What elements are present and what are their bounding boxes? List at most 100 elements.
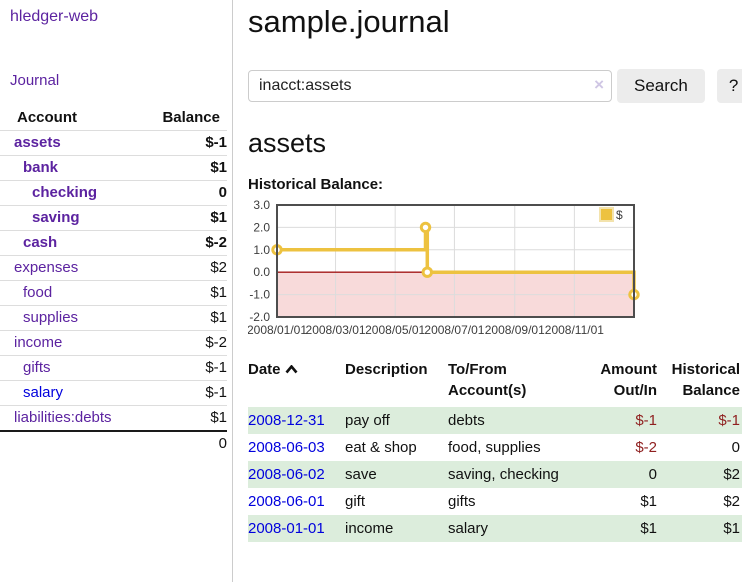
transaction-balance: 0: [731, 439, 740, 456]
transaction-date-link[interactable]: 2008-06-03: [248, 439, 325, 456]
account-row: food $1: [0, 280, 227, 306]
column-header-accounts[interactable]: To/From Account(s): [448, 361, 527, 399]
column-header-description[interactable]: Description: [345, 361, 428, 378]
account-link-checking[interactable]: checking: [32, 184, 98, 201]
column-header-amount[interactable]: Amount Out/In: [600, 361, 657, 399]
accounts-table: Account Balance assets $-1 bank $1 checking 0…: [0, 106, 227, 456]
column-header-date[interactable]: Date: [248, 357, 345, 407]
account-row: bank $1: [0, 155, 227, 181]
transaction-amount: $1: [640, 493, 657, 510]
account-balance: $1: [210, 284, 227, 301]
account-balance: 0: [218, 184, 227, 201]
account-balance: $-1: [205, 384, 227, 401]
account-link-expenses[interactable]: expenses: [14, 259, 79, 276]
account-row: liabilities:debts $1: [0, 405, 227, 432]
search-input[interactable]: [248, 70, 612, 102]
transaction-balance: $2: [723, 466, 740, 483]
sidebar: hledger-web Journal Account Balance asse…: [0, 0, 233, 582]
accounts-total-row: 0: [0, 431, 227, 456]
data-point-marker: [419, 221, 432, 234]
transaction-amount: $-1: [635, 412, 657, 429]
legend-label: $: [616, 208, 623, 222]
transaction-accounts: food, supplies: [448, 439, 541, 456]
account-row: supplies $1: [0, 305, 227, 331]
account-balance: $-1: [205, 359, 227, 376]
search-button[interactable]: Search: [617, 69, 705, 103]
x-axis-tick-label: 2008/03/01: [306, 323, 366, 337]
data-point-marker: [421, 266, 433, 278]
register-row: 2008-12-31 pay off debts $-1 $-1: [248, 407, 742, 434]
main-content: sample.journal × Search ? assets Histori…: [248, 0, 742, 542]
account-balance: $1: [210, 309, 227, 326]
account-row: gifts $-1: [0, 355, 227, 381]
transaction-date-link[interactable]: 2008-12-31: [248, 412, 325, 429]
x-axis-tick-label: 2008/11/01: [545, 323, 604, 337]
column-header-balance[interactable]: Historical Balance: [671, 361, 740, 399]
transaction-accounts: saving, checking: [448, 466, 559, 483]
sidebar-item-journal[interactable]: Journal: [10, 72, 60, 89]
account-balance: $-2: [205, 234, 227, 251]
account-link-gifts[interactable]: gifts: [23, 359, 51, 376]
accounts-column-header: Account: [17, 109, 77, 126]
transaction-description: pay off: [345, 412, 390, 429]
account-balance: $-1: [205, 134, 227, 151]
x-axis-tick-label: 2008/07/01: [424, 323, 484, 337]
transaction-date-link[interactable]: 2008-06-02: [248, 466, 325, 483]
transaction-balance: $-1: [718, 412, 740, 429]
clear-search-icon[interactable]: ×: [594, 75, 604, 94]
account-link-liabilities-debts[interactable]: liabilities:debts: [14, 409, 112, 426]
register-row: 2008-06-02 save saving, checking 0 $2: [248, 461, 742, 488]
balance-column-header: Balance: [162, 109, 220, 126]
chart-title: Historical Balance:: [248, 176, 384, 193]
y-axis-tick-label: 1.0: [253, 243, 270, 257]
y-axis-tick-label: 0.0: [253, 265, 270, 279]
account-link-assets[interactable]: assets: [14, 134, 61, 151]
account-row: cash $-2: [0, 230, 227, 256]
x-axis-tick-label: 2008/09/01: [485, 323, 545, 337]
transaction-balance: $1: [723, 520, 740, 537]
transaction-amount: $1: [640, 520, 657, 537]
transaction-amount: 0: [648, 466, 657, 483]
transaction-accounts: debts: [448, 412, 485, 429]
transaction-description: income: [345, 520, 394, 537]
transaction-description: eat & shop: [345, 439, 417, 456]
y-axis-tick-label: 2.0: [253, 220, 270, 234]
account-link-cash[interactable]: cash: [23, 234, 58, 251]
x-axis-tick-label: 2008/01/01: [248, 323, 307, 337]
account-link-income[interactable]: income: [14, 334, 63, 351]
account-row: checking 0: [0, 180, 227, 206]
search-help-button[interactable]: ?: [716, 69, 742, 103]
account-row: saving $1: [0, 205, 227, 231]
sort-asc-icon: [285, 359, 298, 380]
app-brand-link[interactable]: hledger-web: [10, 8, 99, 25]
historical-balance-chart: 3.0 2.0 1.0 0.0 -1.0 -2.02008/01/012008/03/01…: [248, 199, 640, 337]
page-title: sample.journal: [248, 4, 450, 39]
y-axis-tick-label: 3.0: [253, 199, 270, 212]
transaction-date-link[interactable]: 2008-06-01: [248, 493, 325, 510]
account-heading: assets: [248, 128, 327, 158]
transaction-accounts: salary: [448, 520, 489, 537]
register-table: Date Description To/From Account(s) Amou…: [248, 357, 742, 542]
accounts-total-value: 0: [218, 435, 227, 452]
transaction-description: gift: [345, 493, 366, 510]
account-link-saving[interactable]: saving: [32, 209, 80, 226]
account-balance: $1: [210, 409, 227, 426]
account-link-supplies[interactable]: supplies: [23, 309, 79, 326]
account-row: salary $-1: [0, 380, 227, 406]
transaction-balance: $2: [723, 493, 740, 510]
account-row: income $-2: [0, 330, 227, 356]
transaction-accounts: gifts: [448, 493, 476, 510]
account-link-food[interactable]: food: [23, 284, 53, 301]
account-link-bank[interactable]: bank: [23, 159, 59, 176]
account-link-salary[interactable]: salary: [23, 384, 64, 401]
plot-border: [276, 204, 635, 318]
transaction-amount: $-2: [635, 439, 657, 456]
legend-swatch: [599, 207, 614, 222]
transaction-date-link[interactable]: 2008-01-01: [248, 520, 325, 537]
account-row: expenses $2: [0, 255, 227, 281]
x-axis-tick-label: 2008/05/01: [365, 323, 425, 337]
account-balance: $1: [210, 159, 227, 176]
transaction-description: save: [345, 466, 377, 483]
account-balance: $1: [210, 209, 227, 226]
y-axis-tick-label: -2.0: [249, 310, 270, 324]
